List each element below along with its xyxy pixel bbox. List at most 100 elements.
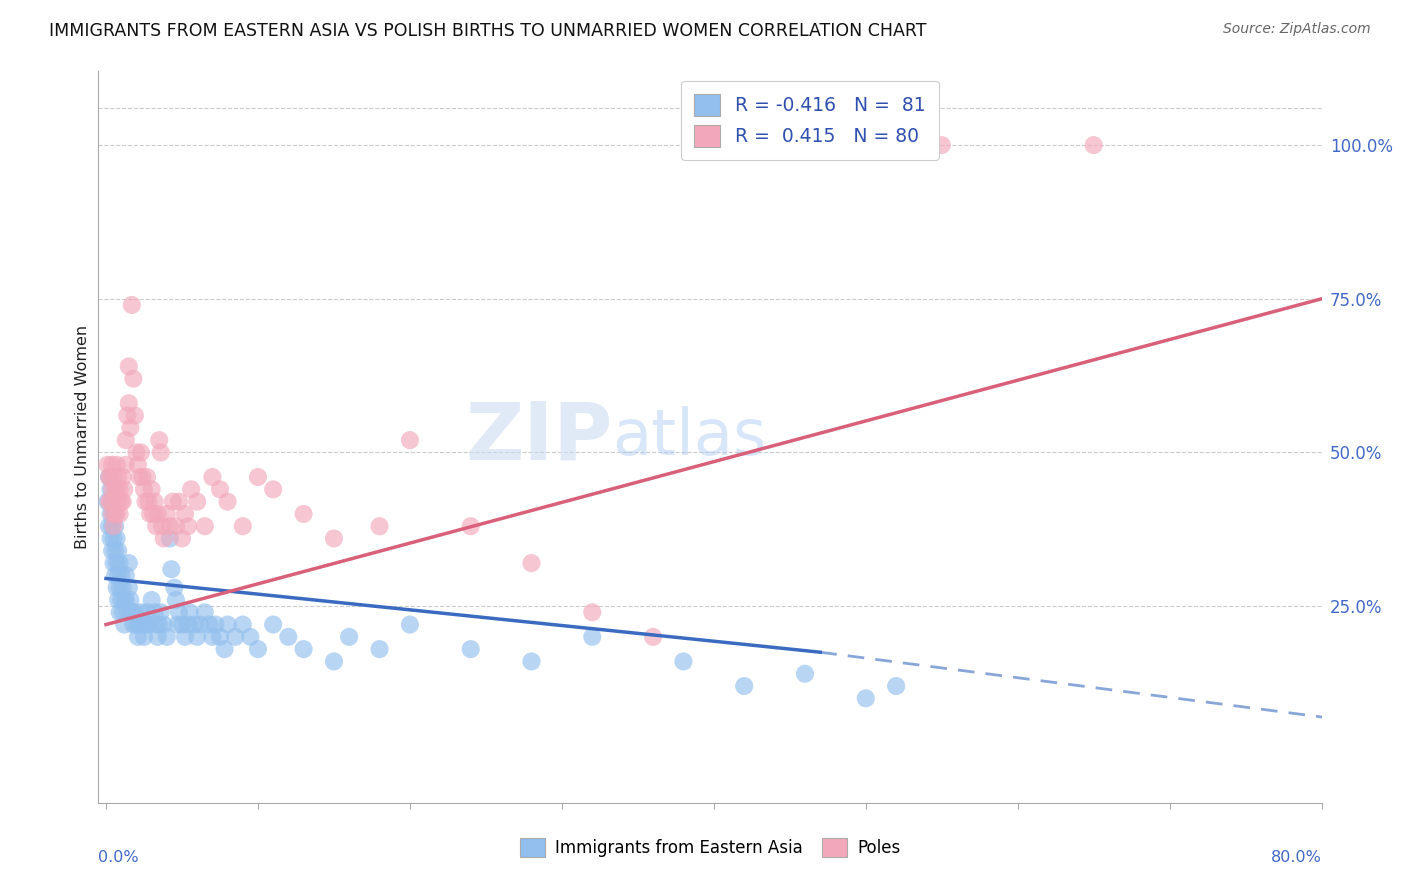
Point [105, 483, 128, 497]
Point [337, 630, 360, 644]
Point [112, 483, 135, 497]
Point [143, 605, 166, 619]
Point [120, 593, 142, 607]
Point [105, 581, 128, 595]
Point [98, 519, 121, 533]
Text: IMMIGRANTS FROM EASTERN ASIA VS POLISH BIRTHS TO UNMARRIED WOMEN CORRELATION CHA: IMMIGRANTS FROM EASTERN ASIA VS POLISH B… [49, 22, 927, 40]
Point [103, 556, 125, 570]
Point [124, 605, 146, 619]
Point [128, 617, 150, 632]
Point [107, 543, 129, 558]
Point [277, 630, 299, 644]
Point [100, 494, 122, 508]
Point [149, 605, 172, 619]
Point [204, 617, 226, 632]
Point [292, 642, 315, 657]
Point [167, 494, 190, 508]
Legend: Immigrants from Eastern Asia, Poles: Immigrants from Eastern Asia, Poles [513, 831, 907, 864]
Point [208, 630, 231, 644]
Point [114, 568, 136, 582]
Point [103, 494, 125, 508]
Point [117, 605, 139, 619]
Point [141, 483, 163, 497]
Point [105, 532, 128, 546]
Point [107, 494, 129, 508]
Point [138, 617, 160, 632]
Point [794, 666, 817, 681]
Point [159, 532, 181, 546]
Point [198, 617, 221, 632]
Point [103, 532, 125, 546]
Point [170, 532, 193, 546]
Point [98, 470, 121, 484]
Point [174, 630, 197, 644]
Point [132, 483, 155, 497]
Point [122, 617, 145, 632]
Point [855, 691, 877, 706]
Point [214, 642, 236, 657]
Text: atlas: atlas [612, 406, 766, 468]
Point [120, 421, 142, 435]
Point [180, 483, 202, 497]
Point [165, 593, 187, 607]
Point [262, 617, 284, 632]
Point [132, 630, 155, 644]
Point [246, 470, 269, 484]
Point [108, 507, 131, 521]
Point [177, 519, 200, 533]
Point [110, 494, 132, 508]
Point [183, 617, 205, 632]
Point [104, 543, 127, 558]
Point [105, 458, 128, 472]
Point [136, 605, 159, 619]
Point [166, 617, 188, 632]
Point [114, 458, 136, 472]
Point [159, 519, 181, 533]
Text: Source: ZipAtlas.com: Source: ZipAtlas.com [1223, 22, 1371, 37]
Point [217, 617, 239, 632]
Point [111, 470, 134, 484]
Point [177, 617, 200, 632]
Point [167, 605, 190, 619]
Point [98, 494, 121, 508]
Point [110, 568, 132, 582]
Point [101, 483, 124, 497]
Point [186, 630, 208, 644]
Point [118, 556, 141, 570]
Text: ZIP: ZIP [465, 398, 612, 476]
Point [96, 494, 118, 508]
Point [399, 433, 422, 447]
Point [118, 359, 141, 374]
Point [96, 458, 118, 472]
Y-axis label: Births to Unmarried Women: Births to Unmarried Women [75, 325, 90, 549]
Point [98, 470, 121, 484]
Point [122, 372, 145, 386]
Point [156, 507, 179, 521]
Point [581, 605, 603, 619]
Point [323, 532, 346, 546]
Point [121, 298, 143, 312]
Point [139, 507, 162, 521]
Point [103, 507, 125, 521]
Point [111, 494, 134, 508]
Point [368, 642, 391, 657]
Point [121, 605, 143, 619]
Point [103, 519, 125, 533]
Point [138, 494, 160, 508]
Point [141, 593, 163, 607]
Point [127, 458, 149, 472]
Point [232, 617, 254, 632]
Point [107, 470, 129, 484]
Point [143, 494, 166, 508]
Point [124, 409, 146, 423]
Point [174, 507, 197, 521]
Point [148, 433, 170, 447]
Point [118, 396, 141, 410]
Point [520, 556, 543, 570]
Point [149, 445, 172, 459]
Point [135, 617, 157, 632]
Point [145, 519, 167, 533]
Point [460, 519, 482, 533]
Point [136, 470, 159, 484]
Point [100, 483, 122, 497]
